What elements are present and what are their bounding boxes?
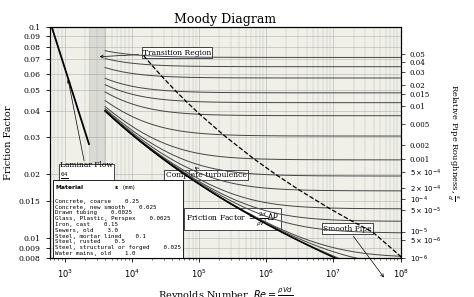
Bar — [89, 27, 105, 258]
Y-axis label: Relative Pipe Roughness, $\frac{\varepsilon}{d}$: Relative Pipe Roughness, $\frac{\varepsi… — [445, 84, 460, 201]
Text: Transition Region: Transition Region — [100, 48, 211, 58]
Text: $\mathbf{Material}$         $\mathbf{\varepsilon}$ (mm)

Concrete, coarse    0.2: $\mathbf{Material}$ $\mathbf{\varepsilon… — [55, 183, 181, 256]
Y-axis label: Friction Factor: Friction Factor — [4, 105, 13, 180]
X-axis label: Reynolds Number, $Re = \frac{\rho V d}{\mu}$: Reynolds Number, $Re = \frac{\rho V d}{\… — [157, 285, 293, 297]
Text: Friction Factor $= \frac{2d}{\rho V^2} \Delta P$: Friction Factor $= \frac{2d}{\rho V^2} \… — [186, 210, 279, 228]
Title: Moody Diagram: Moody Diagram — [174, 12, 276, 26]
Text: Laminar Flow
$\frac{64}{Re}$: Laminar Flow $\frac{64}{Re}$ — [60, 80, 113, 187]
Text: Complete turbulence: Complete turbulence — [165, 168, 246, 179]
Text: Smooth Pipe: Smooth Pipe — [323, 225, 383, 277]
